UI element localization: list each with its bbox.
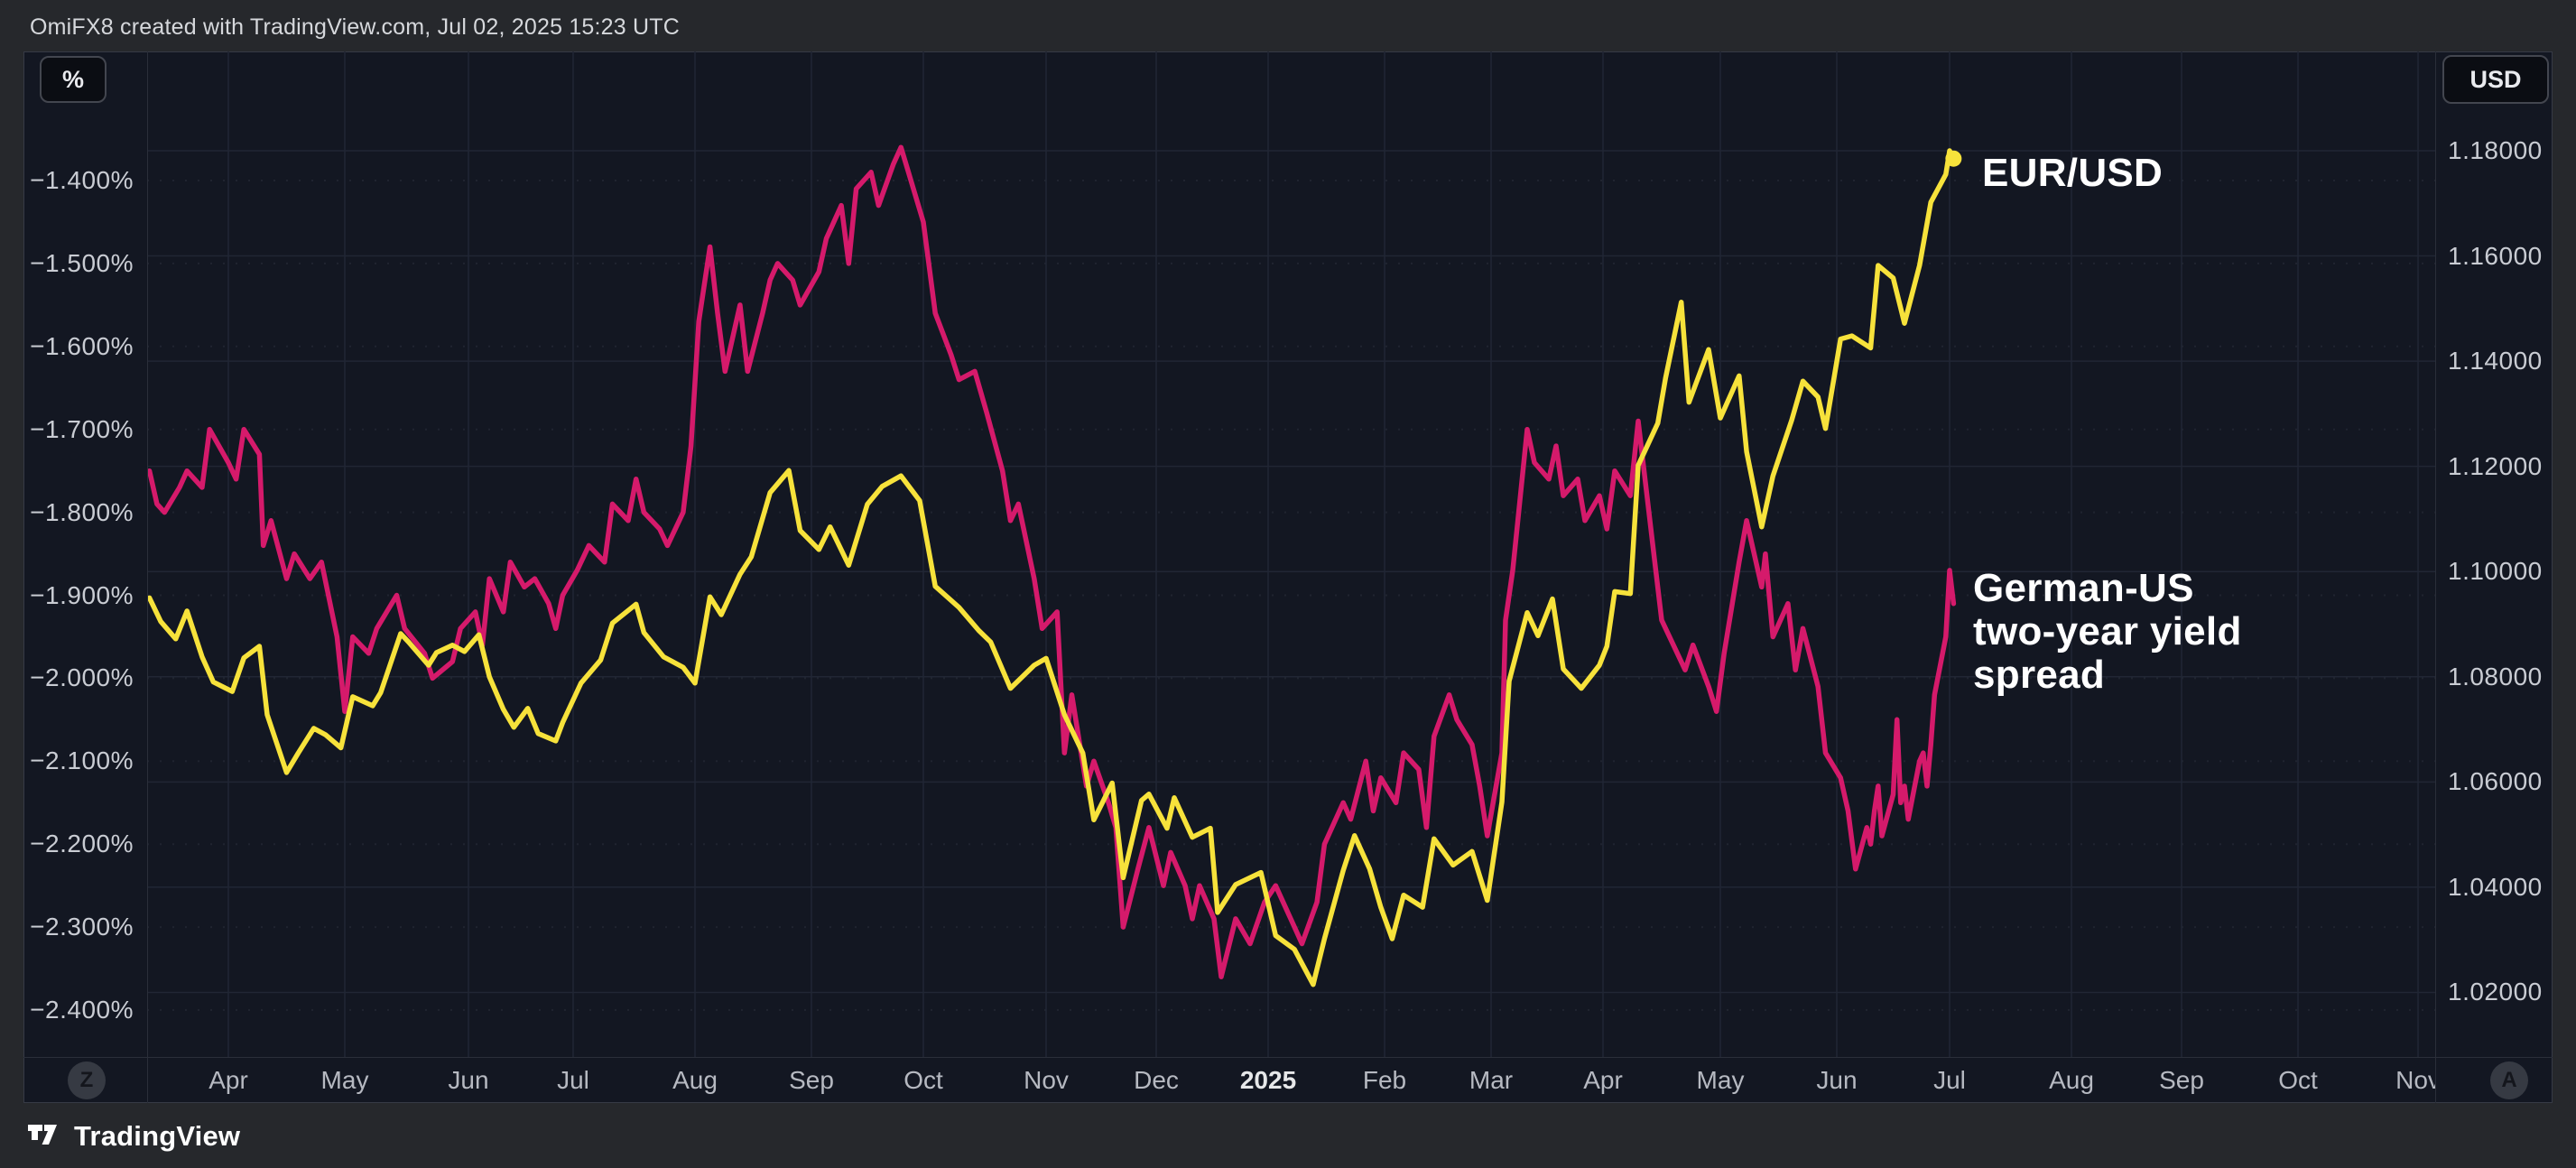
time-axis-label: Apr [1583, 1066, 1623, 1094]
time-axis-label: May [320, 1066, 369, 1094]
time-axis-label: Aug [2049, 1066, 2094, 1094]
right-axis-tick: 1.14000 [2448, 347, 2543, 375]
time-axis-divider [23, 1057, 2553, 1058]
left-axis-tick: −1.800% [30, 497, 134, 526]
right-axis-tick: 1.04000 [2448, 872, 2543, 901]
attribution-text: OmiFX8 created with TradingView.com, Jul… [30, 14, 681, 40]
right-axis-tick: 1.06000 [2448, 767, 2543, 796]
right-axis-tick: 1.08000 [2448, 662, 2543, 691]
left-axis-tick: −2.300% [30, 913, 134, 941]
timezone-button[interactable]: Z [68, 1061, 106, 1099]
tradingview-logo-text: TradingView [74, 1120, 241, 1152]
left-scale-unit-badge[interactable]: % [40, 56, 107, 103]
time-axis[interactable]: Apr May Jun Jul Aug Sep Oct Nov Dec 2025 Feb Mar Apr… [148, 1058, 2435, 1103]
right-axis-tick: 1.18000 [2448, 136, 2543, 164]
auto-scale-button[interactable]: A [2490, 1061, 2528, 1099]
right-scale-unit-badge[interactable]: USD [2442, 55, 2549, 104]
time-axis-label: Mar [1469, 1066, 1514, 1094]
right-axis-tick: 1.12000 [2448, 451, 2543, 480]
left-axis-tick: −2.200% [30, 830, 134, 858]
left-axis-tick: −1.400% [30, 166, 134, 194]
right-axis-tick: 1.02000 [2448, 978, 2543, 1006]
tradingview-logo-icon [28, 1125, 57, 1145]
right-axis-tick: 1.16000 [2448, 241, 2543, 270]
time-axis-label: Oct [2278, 1066, 2318, 1094]
left-axis-tick: −2.100% [30, 746, 134, 775]
eurusd-last-price-dot [1945, 150, 1962, 167]
time-axis-label: Jul [557, 1066, 589, 1094]
left-axis-tick: −2.400% [30, 996, 134, 1024]
time-axis-label: Nov [1024, 1066, 1069, 1094]
time-axis-label: Dec [1134, 1066, 1179, 1094]
time-axis-label: Apr [208, 1066, 248, 1094]
left-axis-tick: −1.600% [30, 331, 134, 360]
eurusd-line [147, 148, 1957, 987]
time-axis-label: Oct [903, 1066, 943, 1094]
gridlines [147, 51, 2435, 1057]
right-axis-divider [2435, 51, 2436, 1103]
time-axis-label: Jul [1933, 1066, 1966, 1094]
tradingview-logo-link[interactable]: TradingView [27, 1117, 240, 1155]
left-axis-tick: −2.000% [30, 663, 134, 692]
left-axis-tick: −1.500% [30, 248, 134, 277]
time-axis-label: Sep [789, 1066, 834, 1094]
left-axis-tick: −1.900% [30, 580, 134, 609]
spread-series-label: German-US two-year yield spread [1973, 566, 2242, 697]
time-axis-label: Nov [2395, 1066, 2435, 1094]
time-axis-label: Feb [1362, 1066, 1407, 1094]
time-axis-label: Sep [2159, 1066, 2204, 1094]
time-axis-label: Jun [448, 1066, 489, 1094]
time-axis-label: May [1696, 1066, 1745, 1094]
right-axis-tick: 1.10000 [2448, 557, 2543, 586]
spread-line [147, 144, 1957, 979]
left-axis-tick: −1.700% [30, 414, 134, 443]
time-axis-label: Jun [1816, 1066, 1858, 1094]
time-axis-label: Aug [672, 1066, 718, 1094]
eurusd-series-label: EUR/USD [1982, 151, 2164, 195]
time-axis-label: 2025 [1239, 1066, 1297, 1094]
left-axis-divider [147, 51, 148, 1103]
